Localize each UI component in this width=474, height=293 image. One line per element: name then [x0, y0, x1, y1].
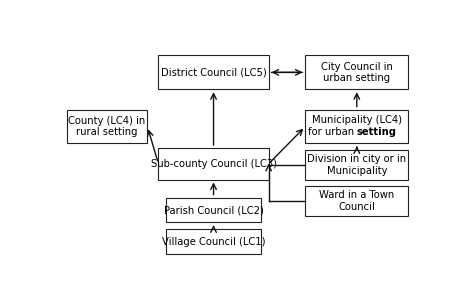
Bar: [66, 110, 147, 144]
Text: County (LC4) in
rural setting: County (LC4) in rural setting: [68, 116, 146, 137]
Bar: [166, 229, 261, 254]
Bar: [158, 55, 269, 89]
Bar: [305, 186, 408, 216]
Text: District Council (LC5): District Council (LC5): [161, 67, 266, 77]
Text: City Council in
urban setting: City Council in urban setting: [321, 62, 393, 83]
Text: Village Council (LC1): Village Council (LC1): [162, 236, 265, 247]
Text: setting: setting: [357, 127, 397, 137]
Bar: [305, 55, 408, 89]
Text: Municipality (LC4): Municipality (LC4): [312, 115, 402, 125]
Text: Division in city or in
Municipality: Division in city or in Municipality: [307, 154, 406, 176]
Text: Ward in a Town
Council: Ward in a Town Council: [319, 190, 394, 212]
Text: for urban: for urban: [308, 127, 357, 137]
Text: Parish Council (LC2): Parish Council (LC2): [164, 205, 264, 215]
Bar: [305, 150, 408, 180]
Bar: [305, 110, 408, 144]
Text: Sub-county Council (LC3): Sub-county Council (LC3): [151, 159, 276, 169]
Bar: [158, 148, 269, 180]
Bar: [166, 197, 261, 222]
